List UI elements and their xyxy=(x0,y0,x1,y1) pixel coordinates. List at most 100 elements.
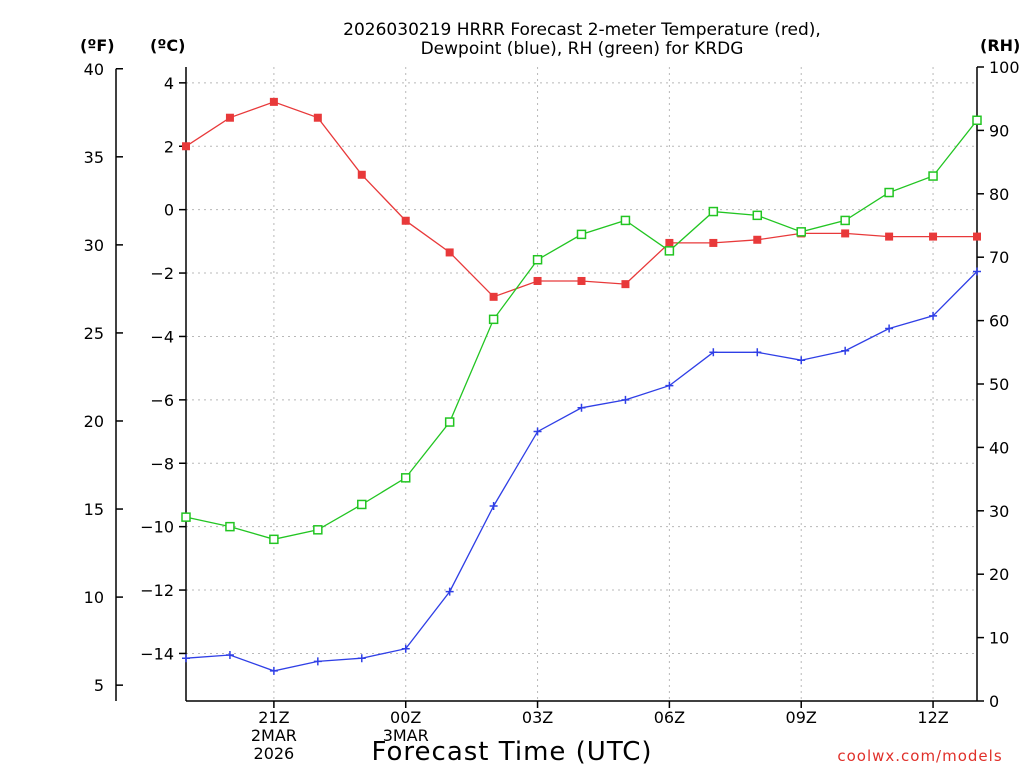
fahrenheit-tick-label: 25 xyxy=(84,324,104,343)
chart-title-line-1: 2026030219 HRRR Forecast 2-meter Tempera… xyxy=(343,20,821,40)
x-tick-label: 2MAR xyxy=(251,726,297,745)
data-point xyxy=(576,229,587,240)
data-point xyxy=(884,187,894,198)
data-point xyxy=(621,395,630,404)
x-tick-label: 2026 xyxy=(254,744,295,763)
data-point xyxy=(401,216,410,225)
data-point xyxy=(841,229,850,238)
axes: 420−2−4−6−8−10−12−1440353025201510510090… xyxy=(84,58,1020,711)
rh-tick-label: 80 xyxy=(989,185,1009,204)
celsius-tick-label: −12 xyxy=(140,581,174,600)
x-axis-title: Forecast Time (UTC) xyxy=(371,737,652,767)
rh-tick-label: 0 xyxy=(989,692,999,711)
fahrenheit-tick-label: 30 xyxy=(84,236,104,255)
data-point xyxy=(269,97,278,106)
celsius-tick-label: −4 xyxy=(150,327,174,346)
rh-tick-label: 60 xyxy=(989,312,1009,331)
data-point xyxy=(885,232,894,241)
rh-tick-label: 70 xyxy=(989,248,1009,267)
data-point xyxy=(796,227,806,237)
data-series xyxy=(181,97,982,675)
data-point xyxy=(489,502,498,511)
data-point xyxy=(841,346,850,355)
rh-tick-label: 20 xyxy=(989,565,1009,584)
data-point xyxy=(445,587,454,596)
data-point xyxy=(225,521,235,532)
data-point xyxy=(709,348,718,357)
fahrenheit-tick-label: 5 xyxy=(94,676,104,695)
data-point xyxy=(621,280,630,289)
data-point xyxy=(620,215,631,226)
x-tick-label: 09Z xyxy=(786,708,817,727)
chart-title-line-2: Dewpoint (blue), RH (green) for KRDG xyxy=(421,39,744,59)
data-point xyxy=(313,525,323,535)
data-point xyxy=(709,238,718,247)
data-point xyxy=(313,657,322,666)
data-point xyxy=(445,248,454,257)
rh-tick-label: 40 xyxy=(989,438,1009,457)
series-2-meter-temperature xyxy=(182,97,981,301)
x-tick-label: 12Z xyxy=(917,708,948,727)
data-point xyxy=(182,142,190,151)
celsius-tick-label: −10 xyxy=(140,518,174,537)
data-point xyxy=(533,427,542,436)
data-point xyxy=(577,403,586,412)
data-point xyxy=(225,651,234,660)
data-point xyxy=(313,113,322,122)
data-point xyxy=(269,534,279,545)
grid-lines xyxy=(186,67,977,701)
fahrenheit-tick-label: 15 xyxy=(84,500,104,519)
rh-unit-label: (RH) xyxy=(980,36,1020,55)
data-point xyxy=(665,381,674,390)
series-dewpoint xyxy=(182,267,981,675)
data-point xyxy=(489,292,498,301)
data-point xyxy=(357,499,367,510)
fahrenheit-tick-label: 40 xyxy=(84,60,104,79)
data-point xyxy=(181,512,191,522)
data-point xyxy=(973,267,981,276)
rh-tick-label: 90 xyxy=(989,121,1009,140)
x-tick-label: 06Z xyxy=(654,708,685,727)
data-point xyxy=(664,246,675,256)
data-point xyxy=(269,666,278,675)
celsius-tick-label: 2 xyxy=(164,137,174,156)
x-tick-label: 00Z xyxy=(390,708,421,727)
fahrenheit-tick-label: 35 xyxy=(84,148,104,167)
data-point xyxy=(182,654,190,663)
data-point xyxy=(532,254,543,265)
data-point xyxy=(665,238,674,247)
data-point xyxy=(753,235,762,244)
rh-tick-label: 10 xyxy=(989,629,1009,648)
data-point xyxy=(972,115,982,126)
data-point xyxy=(357,654,366,663)
data-point xyxy=(401,644,410,653)
rh-tick-label: 50 xyxy=(989,375,1009,394)
data-point xyxy=(928,171,938,181)
data-point xyxy=(225,113,234,122)
x-tick-label: 03Z xyxy=(522,708,553,727)
data-point xyxy=(533,276,542,285)
credit-label: coolwx.com/models xyxy=(837,747,1002,765)
data-point xyxy=(752,210,763,221)
data-point xyxy=(488,314,499,325)
fahrenheit-tick-label: 10 xyxy=(84,588,104,607)
x-tick-label: 21Z xyxy=(258,708,289,727)
data-point xyxy=(797,356,806,365)
data-point xyxy=(577,276,586,285)
data-point xyxy=(840,215,850,226)
data-point xyxy=(400,473,411,483)
celsius-tick-label: −14 xyxy=(140,644,174,663)
rh-tick-label: 30 xyxy=(989,502,1009,521)
fahrenheit-tick-label: 20 xyxy=(84,412,104,431)
celsius-unit-label: (ºC) xyxy=(150,36,185,55)
celsius-tick-label: −8 xyxy=(150,454,174,473)
data-point xyxy=(929,232,938,241)
data-point xyxy=(753,348,762,357)
data-point xyxy=(444,417,455,427)
series-rh xyxy=(181,115,982,545)
celsius-tick-label: 0 xyxy=(164,201,174,220)
fahrenheit-unit-label: (ºF) xyxy=(80,36,115,55)
